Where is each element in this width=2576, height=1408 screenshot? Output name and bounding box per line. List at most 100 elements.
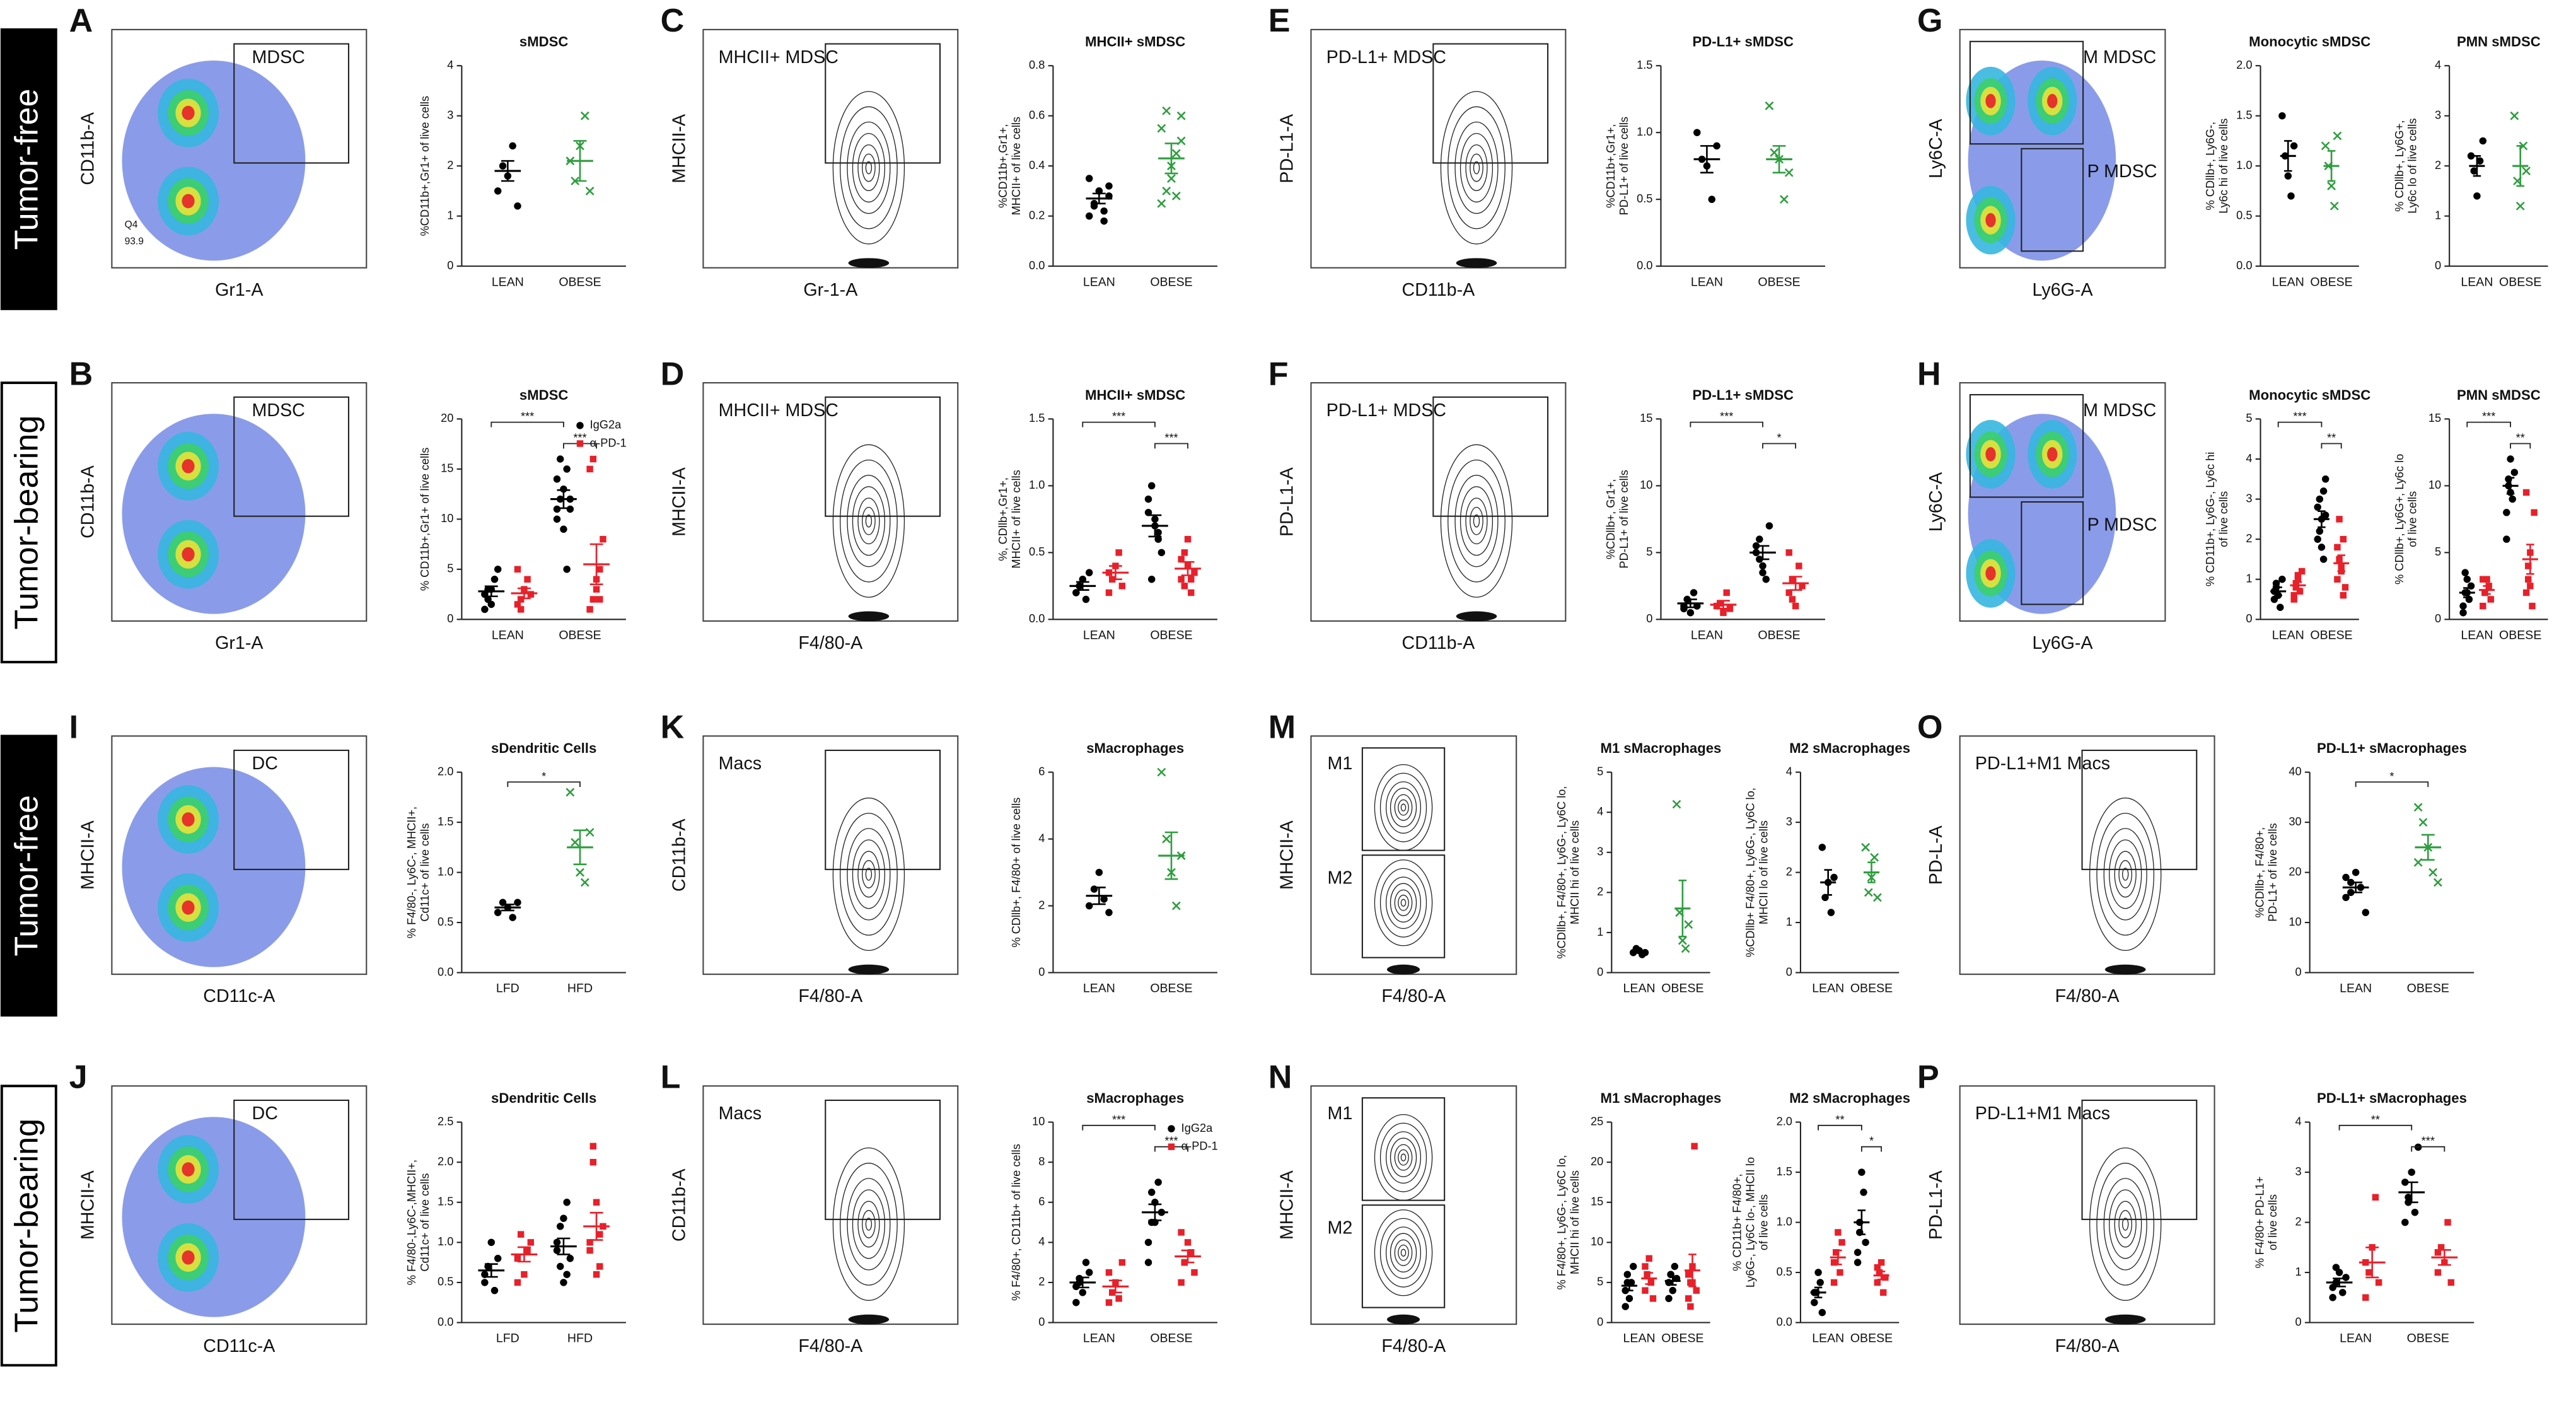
data-point (2292, 584, 2300, 591)
x-tick-label: OBESE (1758, 275, 1800, 289)
x-tick-label: LEAN (1083, 275, 1115, 289)
contour-line (2118, 1210, 2133, 1238)
flow-x-label: F4/80-A (798, 1336, 863, 1356)
contour-line (832, 444, 905, 598)
y-tick-label: 10 (1640, 478, 1652, 491)
contour-line (1398, 799, 1409, 816)
data-point (1827, 909, 1835, 916)
data-point (2290, 596, 2297, 603)
contour-line (1386, 1131, 1422, 1184)
panel-letter: L (661, 1059, 681, 1096)
data-point (509, 142, 516, 150)
y-tick-label: 2 (1597, 885, 1603, 898)
data-point (2340, 591, 2347, 599)
significance-bracket (1082, 421, 1156, 428)
significance-label: ** (2371, 1113, 2380, 1126)
significance-label: * (1777, 431, 1782, 445)
data-point (1872, 893, 1882, 902)
data-point (2529, 602, 2536, 610)
data-point (1685, 1295, 1692, 1302)
data-point (1072, 1283, 1080, 1291)
gate (2081, 749, 2198, 870)
chart-title: Monocytic sMDSC (2249, 387, 2370, 403)
y-tick-label: 0 (2295, 1315, 2302, 1328)
data-point (1148, 1189, 1156, 1196)
data-point (1785, 549, 1792, 556)
contour-line (1440, 444, 1513, 598)
significance-bracket (2321, 443, 2342, 449)
chart-title: PMN sMDSC (2457, 34, 2541, 50)
data-point (2298, 567, 2306, 575)
data-point (2525, 562, 2532, 569)
x-tick-label: LEAN (1812, 1332, 1844, 1346)
x-tick-label: LEAN (1691, 275, 1723, 289)
data-point (2413, 803, 2423, 812)
y-tick-label: 1.5 (438, 815, 453, 828)
y-tick-label: 2.5 (438, 1114, 453, 1127)
data-point (2342, 893, 2350, 902)
data-point (1188, 576, 1195, 583)
y-tick-label: 2.0 (438, 764, 453, 777)
x-tick-label: OBESE (559, 275, 601, 289)
chart-title: sMDSC (519, 34, 568, 50)
density-blob (182, 1250, 195, 1265)
significance-bracket (2338, 1124, 2413, 1131)
contour-line (840, 459, 898, 583)
data-point (1691, 1143, 1698, 1149)
flow-frame (1310, 28, 1567, 269)
density-cloud (122, 61, 306, 261)
gate (233, 1099, 350, 1220)
y-tick-label: 0.5 (2236, 208, 2252, 221)
y-tick-label: 0 (1038, 965, 1045, 978)
y-axis-label: MHCII lo of live cells (1756, 820, 1770, 924)
x-tick-label: LFD (496, 982, 519, 996)
y-tick-label: 4 (1786, 764, 1792, 777)
y-tick-label: 20 (1591, 1155, 1603, 1168)
gate-label: M2 (1328, 868, 1353, 888)
data-point (1178, 556, 1185, 563)
y-axis-label: %CD11b+,Gr1+ of live cells (418, 96, 431, 236)
data-point (563, 1271, 571, 1278)
chart-title: Monocytic sMDSC (2249, 34, 2370, 50)
contour-line (2103, 1178, 2147, 1271)
data-point (1816, 1279, 1824, 1286)
data-point (1082, 1259, 1090, 1266)
contour-line (1379, 868, 1427, 938)
data-point (1720, 609, 1727, 616)
x-tick-label: LEAN (1083, 629, 1115, 643)
data-point (1085, 1269, 1093, 1276)
panel-letter: O (1917, 709, 1943, 746)
data-point (1079, 1289, 1087, 1296)
data-point (2319, 556, 2328, 563)
y-tick-label: 10 (2289, 915, 2301, 928)
density-blob (182, 1162, 195, 1177)
flow-y-label: MHCII-A (670, 113, 690, 183)
data-point (1188, 1249, 1195, 1256)
y-axis-label: PD-L1+ of live cells (1617, 470, 1630, 568)
contour-line (832, 91, 905, 245)
data-point (1105, 589, 1113, 596)
data-point (596, 596, 603, 603)
y-tick-label: 2.0 (1777, 1114, 1792, 1127)
data-point (1713, 142, 1720, 150)
data-point (1665, 1295, 1673, 1303)
data-point (1167, 174, 1176, 183)
data-point (589, 596, 597, 603)
legend-label: IgG2a (590, 418, 622, 431)
legend-label: α-PD-1 (590, 436, 627, 449)
contour-line (1390, 1137, 1417, 1177)
y-axis-label: Cd11c+ of live cells (418, 823, 431, 922)
y-tick-label: 0.0 (1029, 612, 1045, 625)
flow-y-label: PD-L-A (1926, 825, 1946, 885)
significance-label: * (542, 769, 546, 783)
significance-label: *** (573, 431, 586, 445)
data-point (585, 828, 595, 837)
data-point (494, 187, 502, 195)
y-axis-label: % CDllb+, Ly6G-, (2203, 122, 2217, 211)
y-tick-label: 1.5 (2236, 108, 2252, 122)
data-point (2321, 511, 2329, 519)
data-point (1105, 182, 1113, 190)
data-point (586, 1247, 593, 1254)
data-point (1818, 1308, 1826, 1317)
data-point (2510, 468, 2519, 476)
